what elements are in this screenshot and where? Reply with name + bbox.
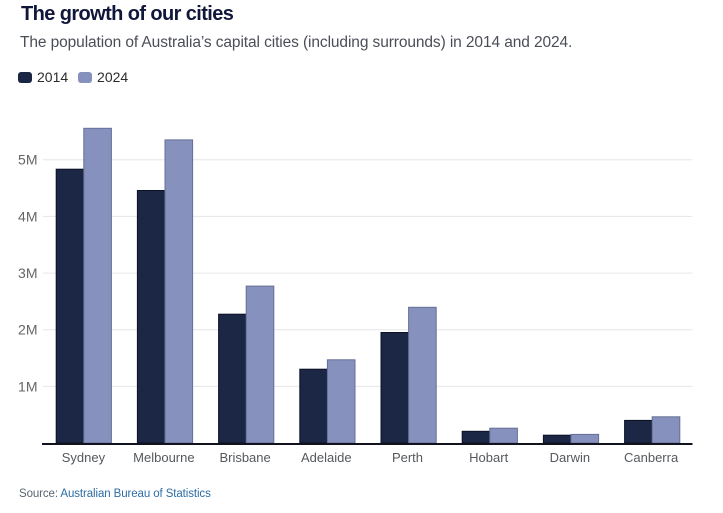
svg-text:Sydney: Sydney xyxy=(62,450,106,465)
svg-text:Adelaide: Adelaide xyxy=(301,450,352,465)
svg-text:1M: 1M xyxy=(18,378,37,394)
svg-text:3M: 3M xyxy=(18,265,37,281)
svg-text:Canberra: Canberra xyxy=(624,450,679,465)
svg-text:Brisbane: Brisbane xyxy=(219,450,270,465)
svg-text:4M: 4M xyxy=(18,208,37,224)
svg-text:5M: 5M xyxy=(18,152,37,168)
svg-text:Perth: Perth xyxy=(392,450,423,465)
svg-text:Hobart: Hobart xyxy=(469,450,508,465)
svg-text:2M: 2M xyxy=(18,322,37,338)
svg-text:Darwin: Darwin xyxy=(550,450,590,465)
svg-text:Melbourne: Melbourne xyxy=(133,450,194,465)
